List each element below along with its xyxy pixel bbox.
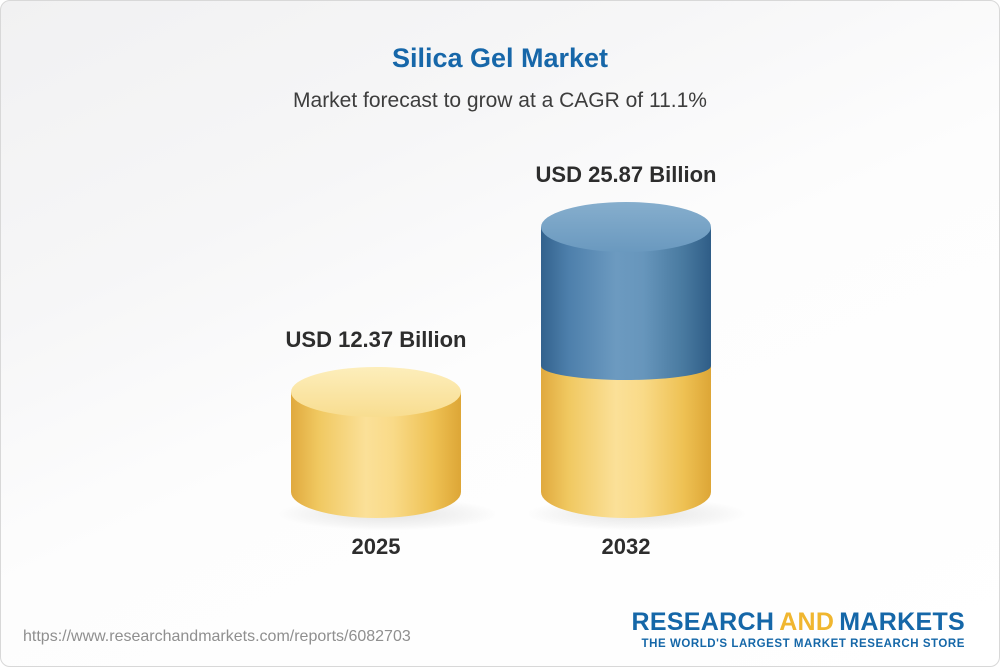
value-label-2025: USD 12.37 Billion: [285, 327, 467, 352]
bar-2032-base-segment: [541, 363, 711, 518]
logo-tagline: THE WORLD'S LARGEST MARKET RESEARCH STOR…: [641, 638, 965, 650]
bar-2032-growth-segment: [541, 227, 711, 380]
year-label-2025: 2025: [351, 534, 401, 559]
bar-2032: USD 25.87 Billion 2032: [529, 162, 745, 559]
value-label-2032: USD 25.87 Billion: [535, 162, 717, 187]
bar-2032-top-ellipse: [541, 202, 711, 252]
logo-word-markets: MARKETS: [839, 607, 965, 636]
logo-word-research: RESEARCH: [631, 607, 775, 636]
bar-2025: USD 12.37 Billion 2025: [279, 327, 495, 559]
year-label-2032: 2032: [601, 534, 651, 559]
logo-wordmark: RESEARCH AND MARKETS: [632, 609, 966, 635]
researchandmarkets-logo: RESEARCH AND MARKETS THE WORLD'S LARGEST M…: [632, 609, 966, 650]
logo-word-and: AND: [779, 607, 835, 636]
page-subtitle: Market forecast to grow at a CAGR of 11.…: [293, 89, 707, 112]
report-url-link[interactable]: https://www.researchandmarkets.com/repor…: [23, 628, 411, 645]
bar-2025-top-ellipse: [291, 367, 461, 417]
page-title: Silica Gel Market: [391, 43, 609, 73]
